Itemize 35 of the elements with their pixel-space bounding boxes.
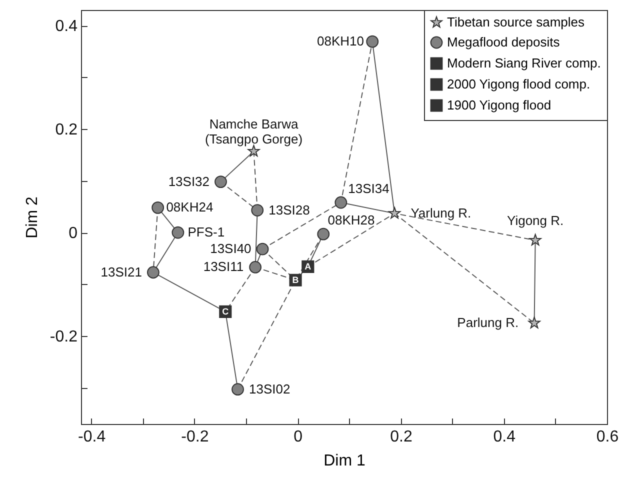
legend-label: 2000 Yigong flood comp.: [447, 76, 590, 92]
data-label: B: [292, 275, 300, 286]
y-axis-title: Dim 2: [24, 196, 41, 238]
x-tick-label: 0.6: [596, 428, 619, 446]
y-tick-label: 0.2: [55, 122, 78, 139]
legend-label: 1900 Yigong flood: [447, 98, 552, 112]
data-label: C: [222, 306, 230, 317]
y-tick-label: 0.4: [55, 18, 78, 36]
annotation: 13SI34: [348, 181, 390, 196]
x-tick-label: 0.2: [390, 428, 412, 446]
annotation: PFS-1: [188, 224, 225, 240]
annotation: 13SI11: [203, 259, 244, 274]
annotation: 13SI21: [100, 264, 142, 280]
x-axis-title: Dim 1: [324, 452, 366, 470]
annotation: 08KH24: [166, 200, 214, 215]
annotation: 13SI02: [249, 381, 290, 396]
legend-label: Tibetan source samples: [447, 14, 586, 30]
y-tick-label: -0.2: [50, 328, 78, 346]
annotation: Parlung R.: [457, 315, 519, 330]
annotation: 08KH10: [317, 34, 364, 49]
x-tick-label: -0.2: [181, 428, 209, 446]
annotation: Yarlung R.: [410, 205, 472, 220]
data-label: A: [304, 262, 312, 272]
annotation: 13SI40: [210, 241, 252, 256]
x-tick-label: 0: [294, 428, 303, 446]
legend-label: Megaflood deposits: [447, 34, 560, 50]
legend-label: Modern Siang River comp.: [447, 56, 601, 70]
y-tick-label: 0: [68, 225, 78, 242]
annotation: 08KH28: [328, 212, 375, 228]
annotation: Namche Barwa (Tsangpo Gorge): [204, 116, 303, 146]
annotation: 13SI32: [168, 174, 210, 189]
x-tick-label: 0.4: [493, 428, 516, 446]
x-tick-label: -0.4: [78, 428, 106, 446]
annotation: 13SI28: [268, 202, 310, 218]
annotation: Yigong R.: [507, 212, 564, 228]
